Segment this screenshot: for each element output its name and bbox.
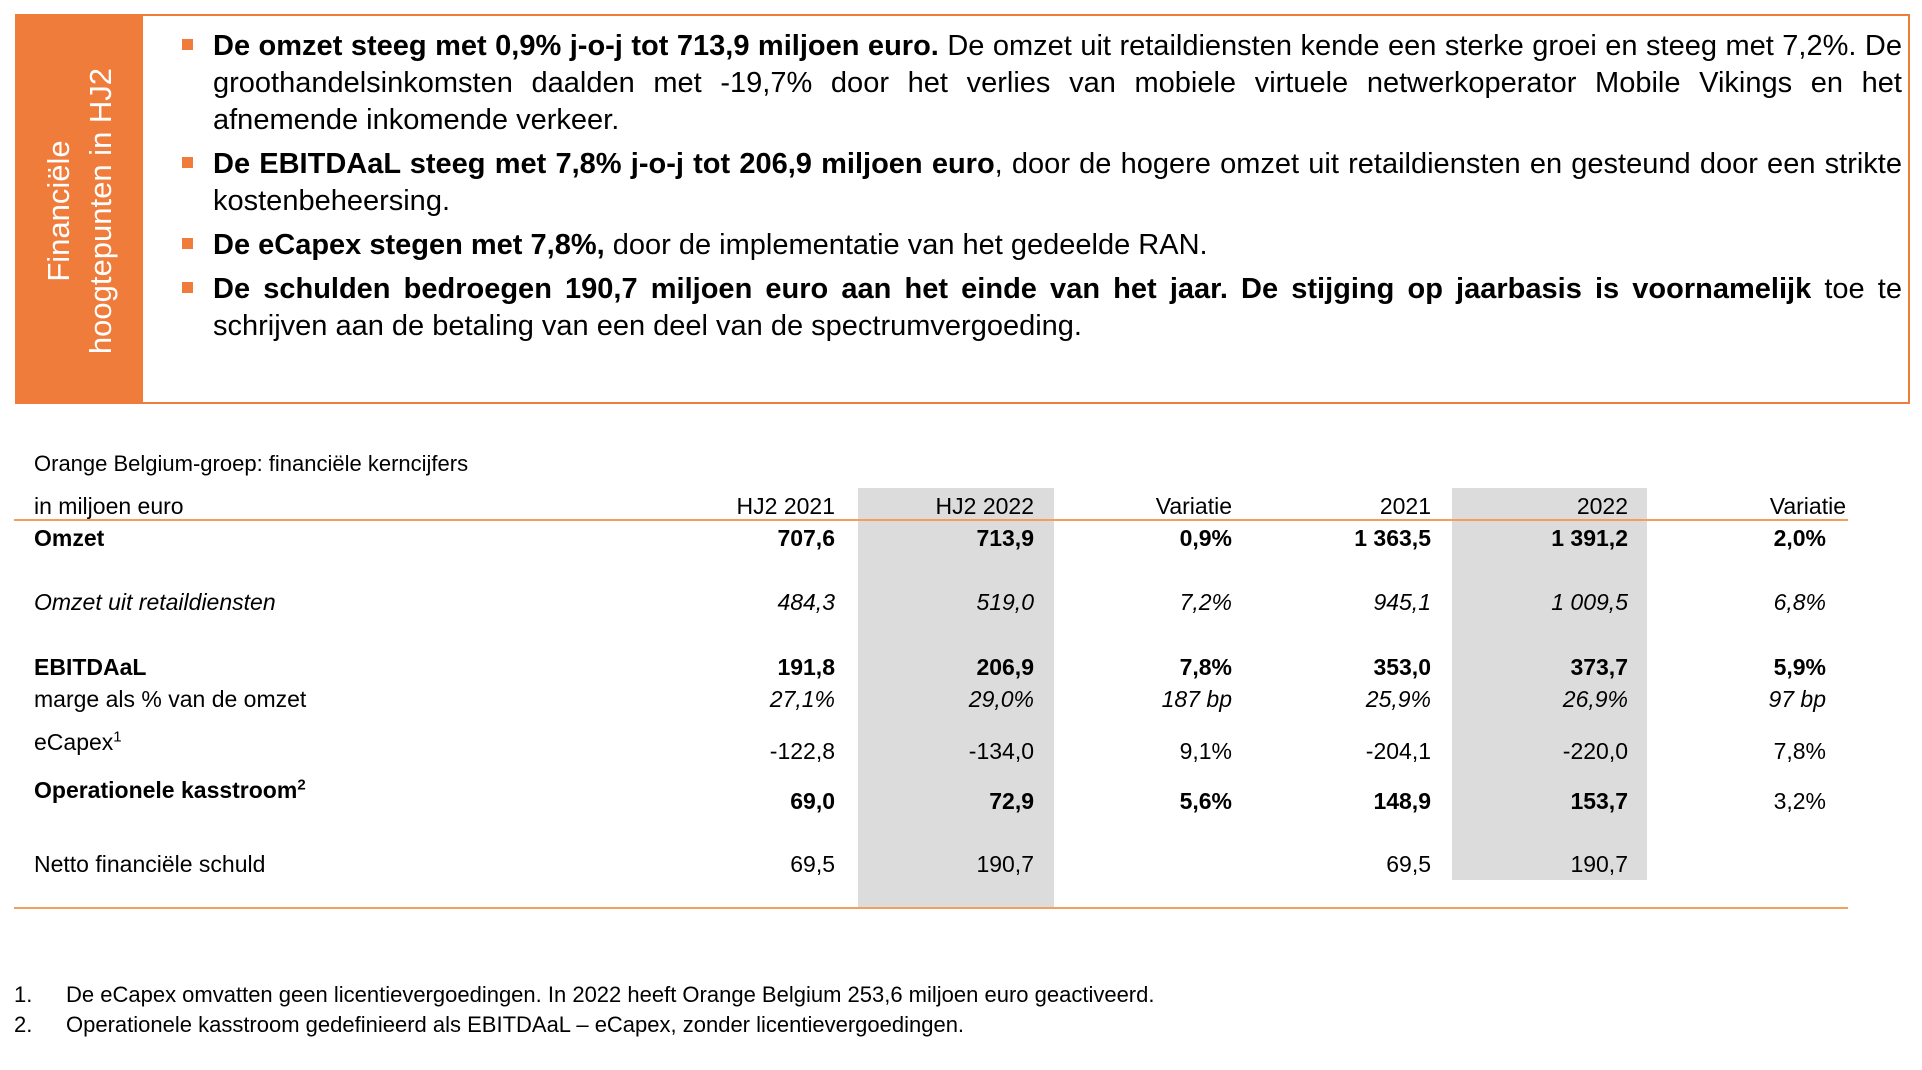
table-title: Orange Belgium-groep: financiële kerncij… (34, 451, 469, 476)
header-2021: 2021 (1379, 493, 1431, 519)
table-top-rule (14, 519, 1848, 521)
highlight-item: De EBITDAaL steeg met 7,8% j-o-j tot 206… (167, 146, 1902, 220)
footnote-ref-2: 2 (297, 776, 306, 794)
header-2022: 2022 (1576, 493, 1628, 519)
column-shade-hj2-2022 (858, 488, 1054, 908)
header-hj2-2022: HJ2 2022 (935, 493, 1034, 519)
highlights-list: De omzet steeg met 0,9% j-o-j tot 713,9 … (167, 28, 1902, 352)
square-bullet-icon (182, 39, 193, 50)
highlights-box: Financiële hoogtepunten in HJ2 De omzet … (15, 14, 1910, 404)
square-bullet-icon (182, 282, 193, 293)
highlight-item: De omzet steeg met 0,9% j-o-j tot 713,9 … (167, 28, 1902, 139)
highlights-side-panel: Financiële hoogtepunten in HJ2 (17, 16, 143, 402)
footnote-1: 1. De eCapex omvatten geen licentievergo… (14, 982, 1155, 1007)
footnote-ref-1: 1 (113, 728, 122, 746)
column-shade-2022 (1452, 488, 1647, 880)
header-variatie-hj2: Variatie (1155, 493, 1232, 519)
footnote-2: 2. Operationele kasstroom gedefinieerd a… (14, 1012, 965, 1037)
highlight-item: De eCapex stegen met 7,8%, door de imple… (167, 227, 1902, 264)
square-bullet-icon (182, 238, 193, 249)
highlights-side-title: Financiële hoogtepunten in HJ2 (41, 67, 118, 355)
highlight-item: De schulden bedroegen 190,7 miljoen euro… (167, 271, 1902, 345)
table-bottom-rule (14, 907, 1848, 909)
header-unit: in miljoen euro (34, 493, 184, 519)
footnotes: 1. De eCapex omvatten geen licentievergo… (14, 980, 1154, 1040)
header-variatie-year: Variatie (1769, 493, 1846, 519)
header-hj2-2021: HJ2 2021 (736, 493, 835, 519)
square-bullet-icon (182, 157, 193, 168)
